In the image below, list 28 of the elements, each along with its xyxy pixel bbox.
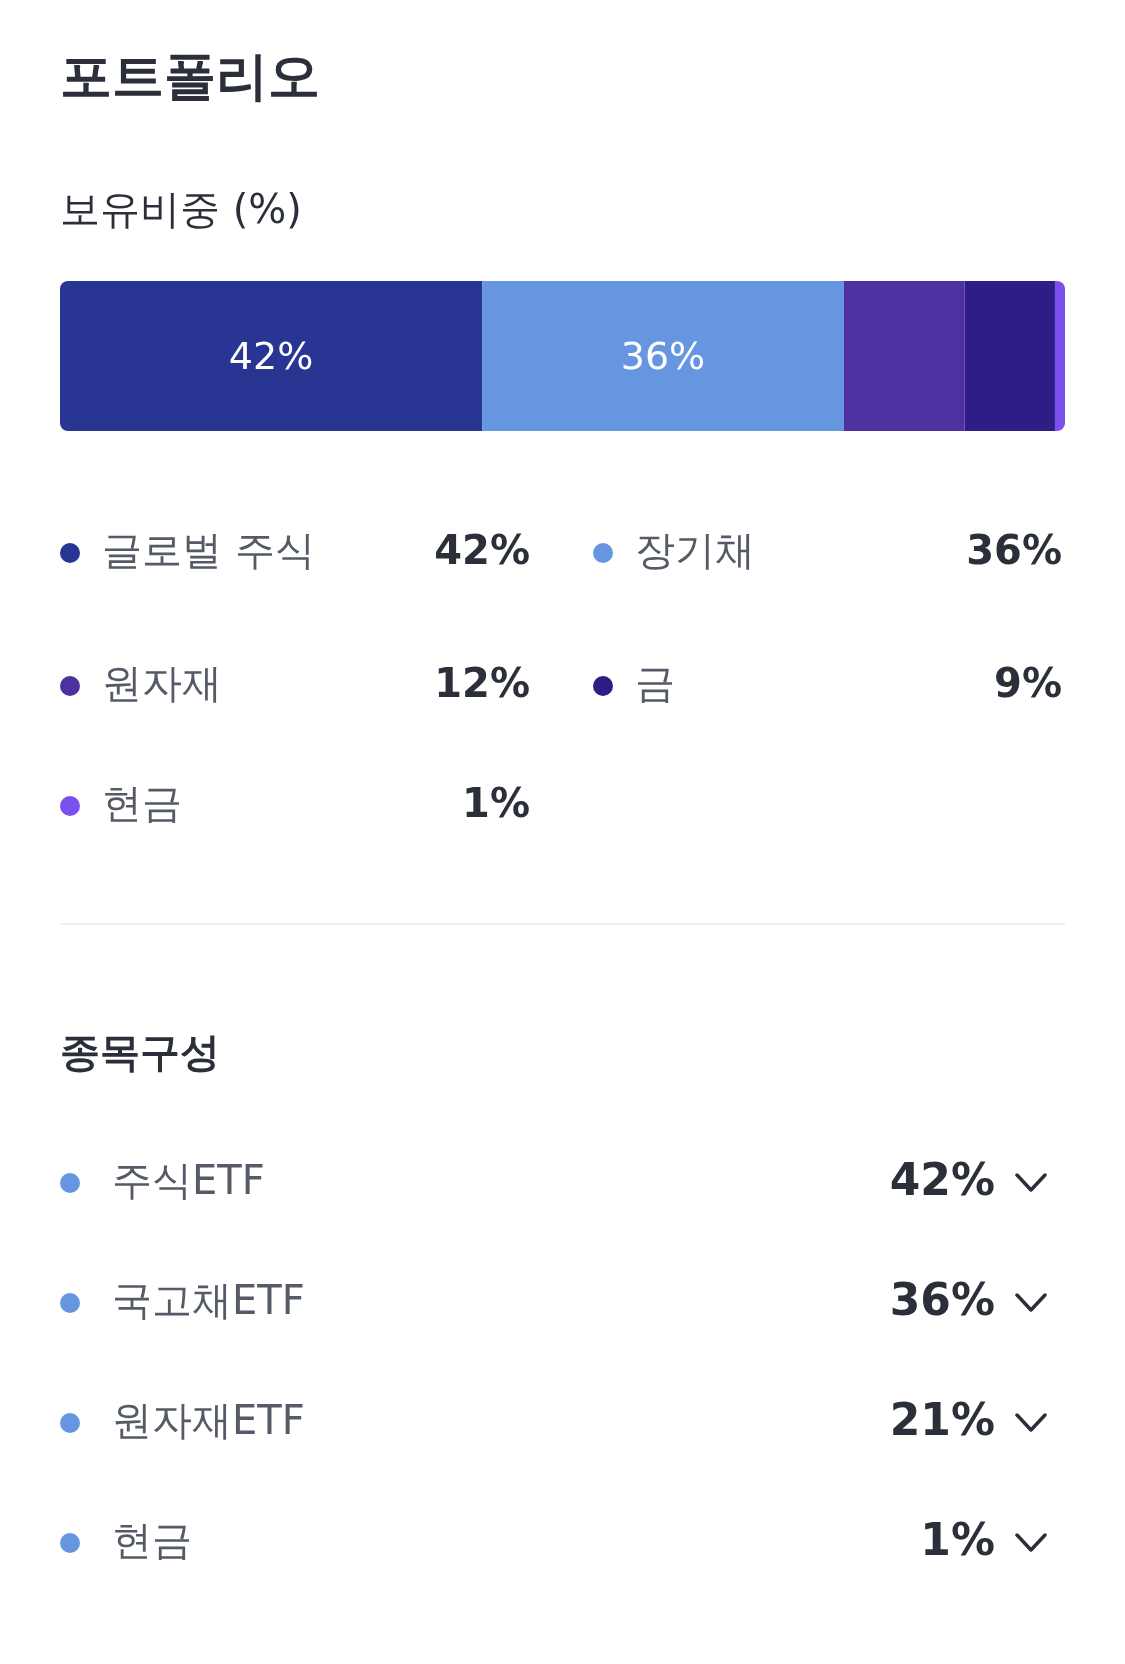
legend-label: 원자재: [102, 660, 222, 706]
text: 21%: [889, 1394, 995, 1445]
category-label: 현금: [112, 1517, 192, 1563]
text: 42%: [889, 1154, 995, 1205]
chart-subtitle: 보유비중 (%): [60, 186, 302, 232]
legend-label: 장기채: [635, 527, 755, 573]
text: 종목구성: [60, 1029, 220, 1075]
legend-label: 금: [635, 660, 675, 706]
text: 1%: [920, 1514, 995, 1565]
data-label: 36%: [620, 333, 706, 378]
bar: [1054, 281, 1065, 431]
text: 42%: [434, 527, 530, 573]
bar: [964, 281, 1055, 431]
text: 9%: [994, 660, 1062, 706]
text: 1%: [462, 780, 530, 826]
bar: [482, 281, 844, 431]
category-label: 원자재ETF: [112, 1397, 305, 1443]
bar: [843, 281, 965, 431]
legend-label: 현금: [102, 780, 182, 826]
category-label: 국고채ETF: [112, 1277, 305, 1323]
text: 36%: [889, 1274, 995, 1325]
legend-label: 글로벌 주식: [102, 527, 315, 573]
data-label: 42%: [228, 333, 314, 378]
chart-title: 포트폴리오: [60, 46, 320, 106]
text: 36%: [966, 527, 1062, 573]
category-label: 주식ETF: [112, 1157, 265, 1203]
bar: [60, 281, 483, 431]
text: 12%: [434, 660, 530, 706]
